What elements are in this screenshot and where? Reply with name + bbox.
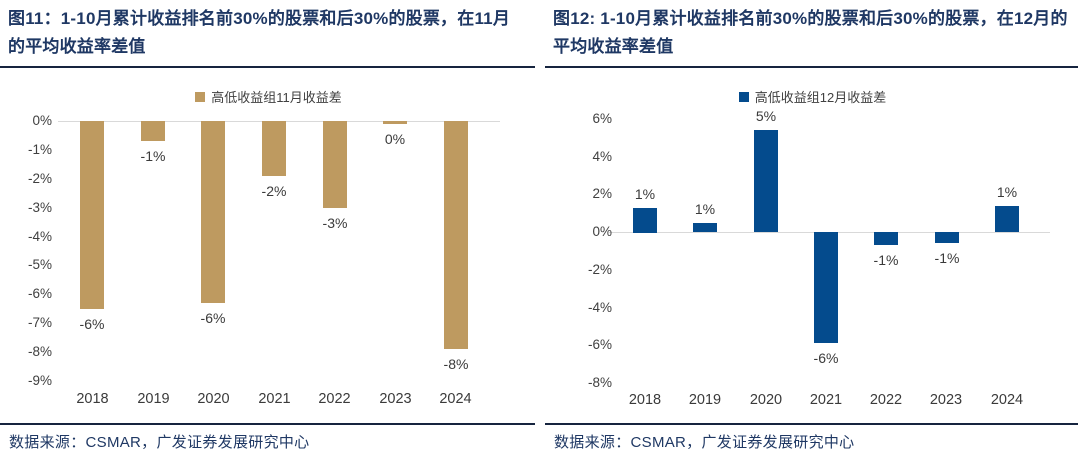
data-source-note: 数据来源：CSMAR，广发证券发展研究中心 bbox=[554, 434, 855, 451]
chart-legend: 高低收益组12月收益差 bbox=[545, 87, 1080, 106]
x-axis-label: 2018 bbox=[76, 391, 109, 407]
y-axis-tick-label: -6% bbox=[587, 337, 612, 352]
y-axis-tick-label: 6% bbox=[592, 111, 612, 126]
x-axis-label: 2020 bbox=[197, 391, 230, 407]
x-axis-label: 2021 bbox=[258, 391, 291, 407]
bar-2024 bbox=[995, 206, 1019, 232]
x-axis-label: 2020 bbox=[749, 392, 783, 408]
source-divider bbox=[0, 423, 535, 425]
figure-12-title: 图12: 1-10月累计收益排名前30%的股票和后30%的股票，在12月的平均收… bbox=[553, 9, 1068, 56]
y-axis-tick-label: 0% bbox=[32, 113, 52, 128]
bar-value-label: -1% bbox=[873, 252, 899, 268]
bar-value-label: 5% bbox=[755, 108, 777, 124]
bar-value-label: -3% bbox=[322, 215, 348, 231]
bar-value-label: -6% bbox=[200, 310, 226, 326]
y-axis-tick-label: -1% bbox=[27, 142, 52, 157]
bar-value-label: -6% bbox=[813, 350, 839, 366]
bar-value-label: -1% bbox=[140, 148, 166, 164]
bar-2019 bbox=[693, 223, 717, 232]
data-source-note: 数据来源：CSMAR，广发证券发展研究中心 bbox=[9, 434, 310, 451]
x-axis-label: 2022 bbox=[869, 392, 903, 408]
bar-2020 bbox=[754, 130, 778, 232]
x-axis-label: 2019 bbox=[688, 392, 722, 408]
title-divider bbox=[545, 66, 1078, 68]
x-axis-label: 2024 bbox=[990, 392, 1024, 408]
legend-label: 高低收益组11月收益差 bbox=[211, 90, 342, 105]
bar-value-label: 1% bbox=[634, 186, 656, 202]
bar-value-label: -8% bbox=[443, 356, 469, 372]
legend-label: 高低收益组12月收益差 bbox=[754, 90, 887, 105]
figure-11-panel: 图11：1-10月累计收益排名前30%的股票和后30%的股票，在11月的平均收益… bbox=[0, 0, 537, 472]
y-axis-tick-label: -7% bbox=[27, 315, 52, 330]
x-axis-label: 2024 bbox=[439, 391, 472, 407]
y-axis-tick-label: -8% bbox=[587, 375, 612, 390]
x-axis-label: 2021 bbox=[809, 392, 843, 408]
bar-2018 bbox=[80, 121, 104, 309]
bar-value-label: -2% bbox=[261, 183, 287, 199]
figure-12-panel: 图12: 1-10月累计收益排名前30%的股票和后30%的股票，在12月的平均收… bbox=[545, 0, 1080, 472]
bar-2022 bbox=[874, 232, 898, 245]
bar-value-label: 1% bbox=[996, 184, 1018, 200]
source-divider bbox=[545, 423, 1078, 425]
bar-2023 bbox=[935, 232, 959, 243]
x-axis-label: 2023 bbox=[929, 392, 963, 408]
y-axis-tick-label: -3% bbox=[27, 200, 52, 215]
bar-2024 bbox=[444, 121, 468, 349]
december-return-diff-chart: 6% 4% 2% 0% -2% -4% -6% -8% 1% 2018 1% 2019 5% 2020 -6… bbox=[545, 0, 1080, 420]
november-return-diff-chart: 0% -1% -2% -3% -4% -5% -6% -7% -8% -9% -6% 2018 -1% 2… bbox=[0, 0, 537, 420]
bar-2020 bbox=[201, 121, 225, 303]
bar-value-label: 0% bbox=[384, 131, 406, 147]
title-divider bbox=[0, 66, 535, 68]
y-axis-tick-label: -4% bbox=[27, 229, 52, 244]
y-axis-tick-label: 2% bbox=[592, 186, 612, 201]
y-axis-tick-label: -8% bbox=[27, 344, 52, 359]
x-axis-label: 2023 bbox=[379, 391, 412, 407]
y-axis-tick-label: -2% bbox=[587, 262, 612, 277]
y-axis-tick-label: -6% bbox=[27, 286, 52, 301]
x-axis-label: 2018 bbox=[628, 392, 662, 408]
legend-swatch-icon bbox=[195, 91, 206, 102]
bar-2018 bbox=[633, 208, 657, 233]
figure-11-title: 图11：1-10月累计收益排名前30%的股票和后30%的股票，在11月的平均收益… bbox=[8, 9, 511, 56]
y-axis-tick-label: -5% bbox=[27, 257, 52, 272]
bar-value-label: -6% bbox=[79, 316, 105, 332]
x-axis-label: 2022 bbox=[318, 391, 351, 407]
bar-2021 bbox=[814, 232, 838, 343]
y-axis-tick-label: -4% bbox=[587, 300, 612, 315]
chart-legend: 高低收益组11月收益差 bbox=[0, 87, 537, 106]
legend-swatch-icon bbox=[738, 91, 749, 102]
bar-value-label: 1% bbox=[694, 201, 716, 217]
bar-2022 bbox=[323, 121, 347, 208]
bar-2023 bbox=[383, 121, 407, 124]
bar-2021 bbox=[262, 121, 286, 176]
y-axis-tick-label: 0% bbox=[592, 224, 612, 239]
bar-2019 bbox=[141, 121, 165, 141]
y-axis-tick-label: -9% bbox=[27, 373, 52, 388]
y-axis-tick-label: 4% bbox=[592, 149, 612, 164]
x-axis-label: 2019 bbox=[137, 391, 170, 407]
bar-value-label: -1% bbox=[934, 250, 960, 266]
y-axis-tick-label: -2% bbox=[27, 171, 52, 186]
